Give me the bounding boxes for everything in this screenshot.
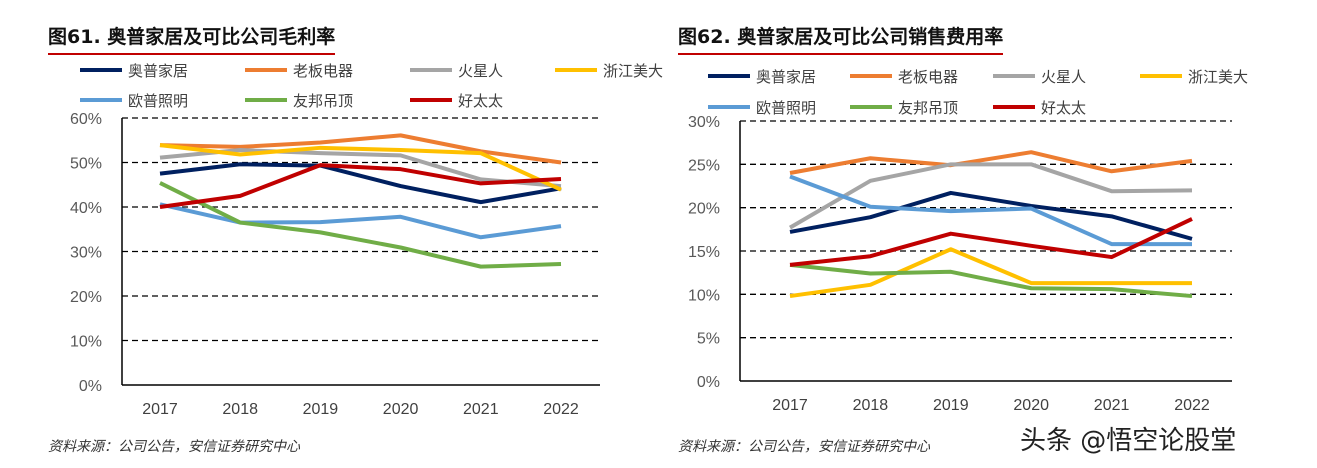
legend-label: 友邦吊顶 [293, 92, 353, 110]
y-tick-label: 0% [79, 378, 102, 395]
y-tick-label: 25% [688, 157, 720, 174]
y-tick-label: 10% [688, 287, 720, 304]
legend-label: 奥普家居 [128, 62, 188, 80]
x-tick-label: 2019 [933, 397, 969, 414]
watermark: 头条 @悟空论股堂 [1020, 426, 1237, 456]
series-line-6 [159, 181, 562, 269]
x-tick-label: 2022 [1174, 397, 1210, 414]
legend-label: 老板电器 [898, 68, 958, 86]
legend-label: 火星人 [1041, 68, 1086, 86]
x-tick-label: 2021 [463, 401, 499, 418]
y-tick-label: 20% [70, 289, 102, 306]
legend-label: 浙江美大 [1188, 68, 1248, 86]
y-tick-label: 10% [70, 334, 102, 351]
y-tick-label: 15% [688, 244, 720, 261]
chart-1-source: 资料来源：公司公告，安信证券研究中心 [48, 439, 300, 455]
x-tick-label: 2021 [1094, 397, 1130, 414]
chart-2-title: 图62. 奥普家居及可比公司销售费用率 [678, 22, 1004, 55]
legend-label: 浙江美大 [603, 62, 663, 80]
legend-label: 火星人 [458, 62, 503, 80]
y-tick-label: 60% [70, 111, 102, 128]
y-tick-label: 50% [70, 156, 102, 173]
legend-label: 好太太 [1041, 99, 1086, 117]
legend-label: 欧普照明 [756, 99, 816, 117]
legend-label: 友邦吊顶 [898, 99, 958, 117]
series-line-7 [159, 163, 562, 209]
chart-1-title: 图61. 奥普家居及可比公司毛利率 [48, 22, 336, 55]
y-tick-label: 20% [688, 201, 720, 218]
y-tick-label: 30% [688, 114, 720, 131]
legend-label: 好太太 [458, 92, 503, 110]
series-line-4 [789, 247, 1192, 299]
series-line-6 [789, 262, 1193, 299]
series-line-1 [789, 190, 1193, 241]
x-tick-label: 2019 [303, 401, 339, 418]
y-tick-label: 30% [70, 245, 102, 262]
series-line-7 [789, 217, 1193, 267]
legend-label: 奥普家居 [756, 68, 816, 86]
series-line-1 [159, 162, 562, 205]
x-tick-label: 2017 [142, 401, 178, 418]
x-tick-label: 2018 [853, 397, 889, 414]
y-tick-label: 40% [70, 200, 102, 217]
x-tick-label: 2020 [383, 401, 419, 418]
series-line-2 [789, 150, 1193, 175]
series-line-4 [159, 143, 562, 192]
chart-2-source: 资料来源：公司公告，安信证券研究中心 [678, 439, 930, 455]
x-tick-label: 2018 [222, 401, 258, 418]
series-line-5 [159, 202, 562, 240]
x-tick-label: 2020 [1013, 397, 1049, 414]
y-tick-label: 5% [697, 331, 720, 348]
x-tick-label: 2017 [772, 397, 808, 414]
series-line-5 [789, 174, 1192, 247]
series-line-3 [788, 162, 1193, 230]
legend-label: 老板电器 [293, 62, 353, 80]
series-line-2 [159, 133, 562, 165]
x-tick-label: 2022 [543, 401, 579, 418]
y-tick-label: 0% [697, 374, 720, 391]
legend-label: 欧普照明 [128, 92, 188, 110]
